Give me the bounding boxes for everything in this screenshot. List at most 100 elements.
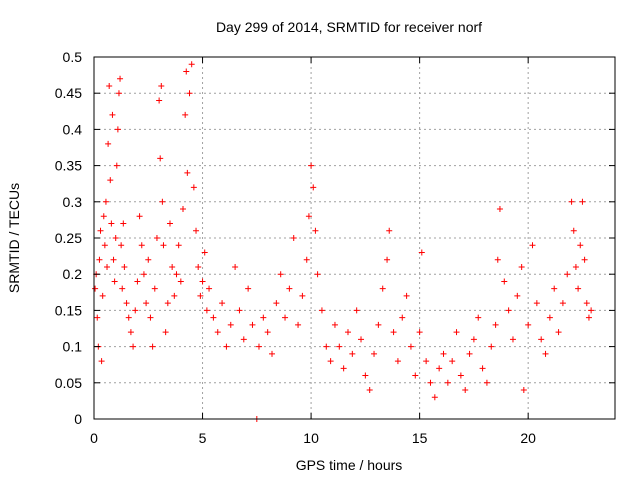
data-point-marker (282, 314, 289, 321)
data-point-marker (166, 220, 173, 227)
data-point-marker (173, 271, 180, 278)
data-point-marker (312, 227, 319, 234)
x-tick-label: 15 (412, 430, 428, 446)
data-point-marker (423, 358, 430, 365)
data-point-marker (436, 365, 443, 372)
data-point-marker (349, 350, 356, 357)
data-point-marker (379, 285, 386, 292)
data-point-marker (336, 343, 343, 350)
data-point-marker (570, 227, 577, 234)
data-point-marker (501, 278, 508, 285)
data-point-marker (327, 358, 334, 365)
data-point-marker (118, 242, 125, 249)
data-point-marker (453, 329, 460, 336)
data-point-marker (138, 242, 145, 249)
data-point-marker (457, 372, 464, 379)
data-point-marker (509, 336, 516, 343)
y-tick-label: 0.05 (55, 375, 82, 391)
data-point-marker (162, 329, 169, 336)
data-point-marker (542, 350, 549, 357)
data-point-marker (412, 372, 419, 379)
data-point-marker (525, 321, 532, 328)
data-point-marker (210, 314, 217, 321)
data-point-marker (366, 387, 373, 394)
data-point-marker (344, 329, 351, 336)
data-point-marker (588, 307, 595, 314)
data-point-marker (555, 329, 562, 336)
data-point-marker (575, 285, 582, 292)
data-point-marker (130, 343, 137, 350)
data-point-marker (479, 365, 486, 372)
data-point-marker (143, 300, 150, 307)
data-point-marker (111, 278, 118, 285)
data-point-marker (249, 321, 256, 328)
y-tick-label: 0 (74, 411, 82, 427)
data-point-marker (371, 350, 378, 357)
data-point-marker (572, 263, 579, 270)
data-point-marker (197, 292, 204, 299)
data-point-marker (201, 249, 208, 256)
data-point-marker (299, 292, 306, 299)
y-tick-label: 0.4 (63, 121, 83, 137)
data-point-marker (121, 263, 128, 270)
data-point-marker (514, 292, 521, 299)
data-point-marker (427, 379, 434, 386)
data-point-marker (362, 372, 369, 379)
data-point-marker (418, 249, 425, 256)
data-point-marker (169, 263, 176, 270)
data-point-marker (462, 387, 469, 394)
data-point-marker (353, 307, 360, 314)
data-point-marker (403, 292, 410, 299)
data-point-marker (340, 365, 347, 372)
y-tick-label: 0.45 (55, 85, 82, 101)
data-point-marker (236, 307, 243, 314)
data-point-marker (431, 394, 438, 401)
data-point-marker (99, 292, 106, 299)
data-point-marker (440, 350, 447, 357)
data-point-marker (488, 343, 495, 350)
data-point-marker (219, 300, 226, 307)
data-point-marker (125, 314, 132, 321)
data-point-marker (529, 242, 536, 249)
data-point-marker (416, 329, 423, 336)
data-point-marker (286, 285, 293, 292)
data-point-marker (115, 90, 122, 97)
data-point-marker (444, 379, 451, 386)
data-point-marker (449, 358, 456, 365)
data-point-marker (227, 321, 234, 328)
x-tick-label: 0 (90, 430, 98, 446)
data-point-marker (92, 285, 99, 292)
data-point-marker (546, 314, 553, 321)
data-point-marker (149, 343, 156, 350)
data-point-marker (483, 379, 490, 386)
data-point-marker (394, 358, 401, 365)
y-tick-labels: 0 0.05 0.1 0.15 0.2 0.25 0.3 0.35 0.4 0.45 0.5 (55, 49, 82, 427)
data-point-marker (199, 278, 206, 285)
data-point-marker (101, 242, 108, 249)
data-point-marker (120, 220, 127, 227)
data-point-marker (193, 227, 200, 234)
data-point-marker (104, 263, 111, 270)
data-point-marker (203, 307, 210, 314)
y-tick-label: 0.35 (55, 158, 82, 174)
data-point-marker (132, 307, 139, 314)
data-point-marker (407, 343, 414, 350)
data-point-marker (264, 329, 271, 336)
data-point-marker (277, 271, 284, 278)
data-point-marker (496, 206, 503, 213)
data-point-marker (136, 213, 143, 220)
data-point-marker (290, 235, 297, 241)
data-point-marker (171, 292, 178, 299)
data-point-marker (164, 300, 171, 307)
data-point-marker (375, 321, 382, 328)
data-point-marker (308, 162, 315, 169)
data-point-marker (260, 314, 267, 321)
data-point-marker (190, 184, 197, 191)
data-point-marker (583, 300, 590, 307)
data-point-marker (188, 61, 195, 68)
data-point-marker (551, 285, 558, 292)
data-point-marker (475, 314, 482, 321)
data-point-marker (568, 198, 575, 205)
data-point-marker (533, 300, 540, 307)
